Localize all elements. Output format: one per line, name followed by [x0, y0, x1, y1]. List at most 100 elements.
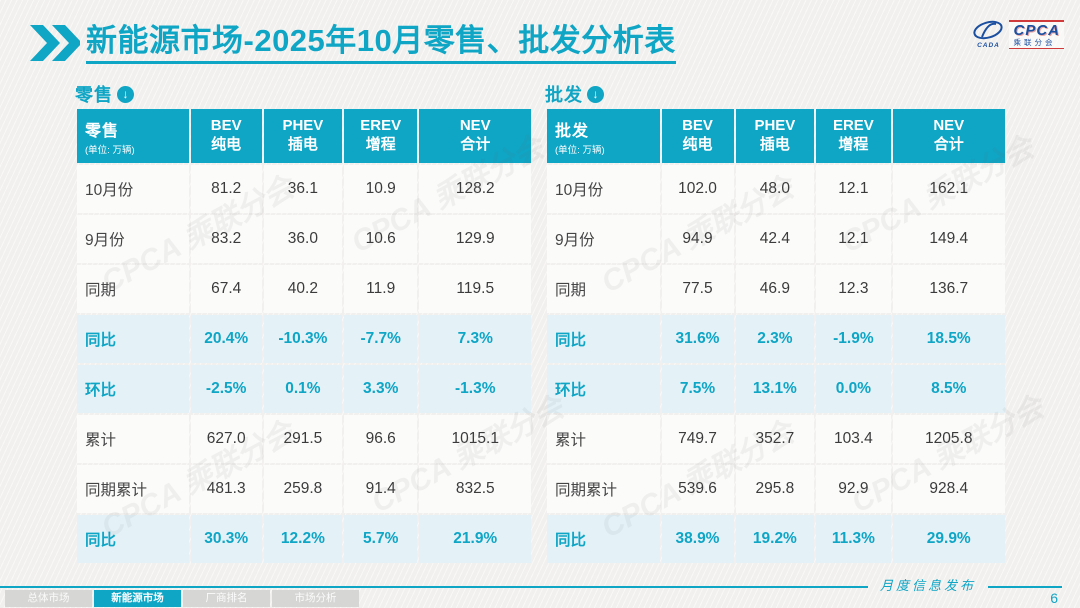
column-header: BEV 纯电 [661, 109, 734, 163]
cell-value: 5.7% [343, 515, 418, 563]
cell-value: 103.4 [816, 415, 891, 463]
down-arrow-icon: ↓ [117, 85, 134, 103]
table-corner-header: 批发 (单位: 万辆) [547, 109, 660, 163]
cell-value: 48.0 [735, 165, 815, 213]
cpca-logo: CADA CPCA 乘联分会 [972, 20, 1064, 49]
row-label: 10月份 [77, 165, 189, 213]
cell-value: 7.3% [419, 315, 531, 363]
retail-section: 零售 ↓ 零售 (单位: 万辆) BEV 纯电 PHEV 插电 EREV 增程 NEV 合计 10… [75, 84, 533, 565]
wholesale-section-label: 批发 [545, 85, 583, 105]
cell-value: 259.8 [263, 465, 342, 513]
cell-value: 3.3% [343, 365, 418, 413]
cell-value: 19.2% [735, 515, 815, 563]
cell-value: 12.3 [816, 265, 891, 313]
row-label: 同比 [547, 515, 660, 563]
table-row: 9月份 94.9 42.4 12.1 149.4 [547, 215, 1005, 263]
column-header: NEV 合计 [892, 109, 1005, 163]
cell-value: -1.3% [419, 365, 531, 413]
cell-value: 29.9% [892, 515, 1005, 563]
row-label: 同期累计 [547, 465, 660, 513]
cell-value: 627.0 [190, 415, 262, 463]
cell-value: 832.5 [419, 465, 531, 513]
nav-tab-nev-market[interactable]: 新能源市场 [94, 590, 181, 607]
cell-value: 77.5 [661, 265, 734, 313]
footer-rule: 月度信息发布 [0, 580, 1080, 593]
cell-value: 136.7 [892, 265, 1005, 313]
cell-value: 2.3% [735, 315, 815, 363]
cell-value: 8.5% [892, 365, 1005, 413]
footer-line-left [0, 585, 868, 588]
page-title-primary: 新能源市场 [86, 23, 244, 58]
wholesale-section-header: 批发 ↓ [545, 84, 1007, 105]
row-label: 9月份 [547, 215, 660, 263]
retail-table: 零售 (单位: 万辆) BEV 纯电 PHEV 插电 EREV 增程 NEV 合计 10月份 81.… [75, 107, 533, 565]
column-header: BEV 纯电 [190, 109, 262, 163]
table-row: 同期 77.5 46.9 12.3 136.7 [547, 265, 1005, 313]
cell-value: 36.1 [263, 165, 342, 213]
table-row: 同比 30.3% 12.2% 5.7% 21.9% [77, 515, 531, 563]
nav-tab-market-analysis[interactable]: 市场分析 [272, 590, 359, 607]
cell-value: 20.4% [190, 315, 262, 363]
row-label: 同比 [547, 315, 660, 363]
cell-value: 83.2 [190, 215, 262, 263]
row-label: 累计 [77, 415, 189, 463]
row-label: 9月份 [77, 215, 189, 263]
cell-value: -1.9% [816, 315, 891, 363]
cell-value: 46.9 [735, 265, 815, 313]
cell-value: 102.0 [661, 165, 734, 213]
cell-value: 10.9 [343, 165, 418, 213]
column-header: NEV 合计 [419, 109, 531, 163]
table-row: 10月份 102.0 48.0 12.1 162.1 [547, 165, 1005, 213]
cell-value: 1205.8 [892, 415, 1005, 463]
cell-value: 67.4 [190, 265, 262, 313]
cada-label: CADA [977, 42, 1000, 49]
cell-value: 12.1 [816, 165, 891, 213]
cell-value: 1015.1 [419, 415, 531, 463]
page-title-secondary: -2025年10月零售、批发分析表 [243, 23, 676, 58]
cell-value: 18.5% [892, 315, 1005, 363]
cell-value: 91.4 [343, 465, 418, 513]
table-row: 同比 38.9% 19.2% 11.3% 29.9% [547, 515, 1005, 563]
cell-value: 12.2% [263, 515, 342, 563]
cell-value: 352.7 [735, 415, 815, 463]
retail-section-label: 零售 [75, 85, 113, 105]
cell-value: 295.8 [735, 465, 815, 513]
cell-value: 94.9 [661, 215, 734, 263]
column-header: PHEV 插电 [263, 109, 342, 163]
wholesale-section: 批发 ↓ 批发 (单位: 万辆) BEV 纯电 PHEV 插电 EREV 增程 NEV 合计 10… [545, 84, 1007, 565]
footer-caption: 月度信息发布 [879, 579, 976, 594]
cpca-brand-subtext: 乘联分会 [1013, 38, 1056, 48]
cell-value: 0.1% [263, 365, 342, 413]
row-label: 同期 [547, 265, 660, 313]
cell-value: 7.5% [661, 365, 734, 413]
column-header: EREV 增程 [343, 109, 418, 163]
down-arrow-icon: ↓ [587, 85, 604, 103]
footer-line-right [988, 585, 1062, 588]
cell-value: 30.3% [190, 515, 262, 563]
cell-value: 119.5 [419, 265, 531, 313]
row-label: 同期 [77, 265, 189, 313]
nav-tab-oem-ranking[interactable]: 厂商排名 [183, 590, 270, 607]
cell-value: 10.6 [343, 215, 418, 263]
table-row: 同比 20.4% -10.3% -7.7% 7.3% [77, 315, 531, 363]
table-row: 同期累计 539.6 295.8 92.9 928.4 [547, 465, 1005, 513]
cell-value: 539.6 [661, 465, 734, 513]
table-row: 10月份 81.2 36.1 10.9 128.2 [77, 165, 531, 213]
table-row: 9月份 83.2 36.0 10.6 129.9 [77, 215, 531, 263]
column-header: PHEV 插电 [735, 109, 815, 163]
nav-tab-overall-market[interactable]: 总体市场 [5, 590, 92, 607]
cell-value: 11.3% [816, 515, 891, 563]
row-label: 同期累计 [77, 465, 189, 513]
retail-section-header: 零售 ↓ [75, 84, 533, 105]
table-row: 环比 7.5% 13.1% 0.0% 8.5% [547, 365, 1005, 413]
cell-value: 40.2 [263, 265, 342, 313]
row-label: 环比 [77, 365, 189, 413]
table-row: 同期 67.4 40.2 11.9 119.5 [77, 265, 531, 313]
cell-value: 162.1 [892, 165, 1005, 213]
table-row: 环比 -2.5% 0.1% 3.3% -1.3% [77, 365, 531, 413]
cell-value: 928.4 [892, 465, 1005, 513]
column-header: EREV 增程 [816, 109, 891, 163]
row-label: 环比 [547, 365, 660, 413]
row-label: 10月份 [547, 165, 660, 213]
